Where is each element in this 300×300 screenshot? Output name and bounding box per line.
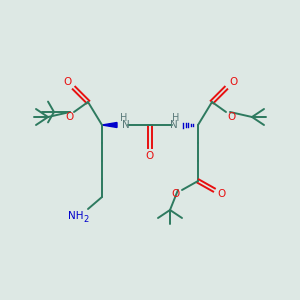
Text: N: N xyxy=(122,120,130,130)
Text: O: O xyxy=(63,77,71,87)
Text: H: H xyxy=(172,113,180,123)
Text: O: O xyxy=(227,112,235,122)
Text: O: O xyxy=(171,189,179,199)
Text: 2: 2 xyxy=(83,214,88,224)
Polygon shape xyxy=(102,122,117,128)
Text: H: H xyxy=(120,113,128,123)
Text: O: O xyxy=(217,189,225,199)
Text: O: O xyxy=(65,112,73,122)
Text: O: O xyxy=(146,151,154,161)
Text: N: N xyxy=(170,120,178,130)
Text: NH: NH xyxy=(68,211,84,221)
Text: O: O xyxy=(229,77,237,87)
